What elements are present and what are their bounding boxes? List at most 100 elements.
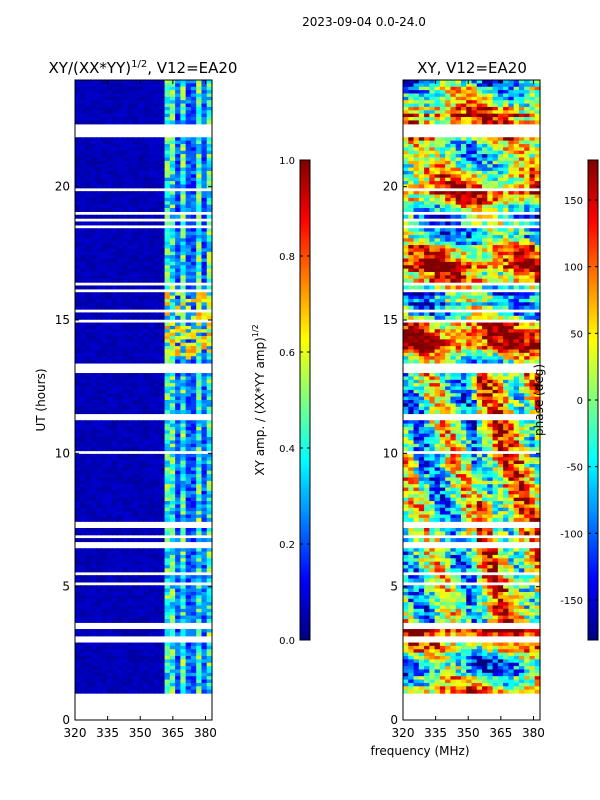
amp-heatmap-cell: [90, 238, 97, 243]
amp-heatmap-cell: [143, 268, 150, 273]
amp-heatmap-cell: [196, 167, 203, 172]
amp-heatmap-cell: [101, 336, 108, 340]
amp-heatmap-cell: [180, 396, 187, 401]
amp-heatmap-cell: [75, 261, 81, 266]
amp-heatmap-cell: [127, 113, 134, 118]
amp-heatmap-cell: [159, 191, 166, 196]
amp-heatmap-cell: [190, 110, 197, 115]
phase-heatmap-cell: [466, 221, 473, 226]
amp-heatmap-cell: [159, 194, 166, 199]
amp-heatmap-cell: [164, 174, 171, 179]
amp-heatmap-cell: [111, 245, 118, 250]
amp-heatmap-cell: [201, 103, 208, 108]
amp-heatmap-cell: [106, 117, 113, 122]
amp-heatmap-cell: [122, 174, 129, 179]
amp-heatmap-cell: [75, 359, 81, 364]
amp-heatmap-cell: [138, 349, 145, 354]
amp-heatmap-cell: [96, 403, 102, 408]
amp-heatmap-cell: [96, 406, 102, 411]
amp-heatmap-cell: [185, 312, 192, 317]
amp-heatmap-cell: [164, 393, 171, 398]
amp-heatmap-cell: [101, 305, 108, 310]
phase-heatmap-cell: [513, 214, 520, 219]
amp-heatmap-cell: [85, 393, 92, 398]
amp-heatmap-cell: [117, 352, 124, 357]
amp-heatmap-cell: [138, 208, 145, 212]
amp-heatmap-cell: [154, 322, 160, 327]
amp-heatmap-cell: [206, 221, 213, 226]
amp-heatmap-cell: [101, 568, 108, 573]
amp-heatmap-cell: [127, 154, 134, 159]
amp-heatmap-cell: [175, 194, 181, 199]
amp-heatmap-cell: [117, 106, 124, 111]
phase-heatmap-cell: [471, 184, 478, 189]
amp-heatmap-cell: [196, 396, 203, 401]
amp-heatmap-cell: [180, 181, 187, 186]
amp-heatmap-cell: [90, 184, 97, 189]
amp-heatmap-cell: [148, 400, 155, 404]
amp-heatmap-cell: [75, 268, 81, 273]
amp-heatmap-cell: [175, 568, 181, 573]
amp-heatmap-cell: [90, 157, 97, 162]
amp-heatmap-cell: [80, 241, 87, 246]
amp-heatmap-cell: [201, 379, 208, 384]
amp-heatmap-cell: [201, 315, 208, 320]
phase-heatmap-cell: [408, 214, 415, 219]
amp-heatmap-cell: [138, 342, 145, 347]
amp-heatmap-cell: [190, 147, 197, 152]
amp-heatmap-cell: [122, 255, 129, 260]
amp-heatmap-cell: [127, 342, 134, 347]
amp-heatmap-cell: [148, 113, 155, 118]
amp-heatmap-cell: [143, 181, 150, 186]
amp-heatmap-cell: [169, 147, 176, 152]
phase-heatmap-cell: [439, 221, 446, 226]
phase-heatmap-cell: [529, 221, 536, 226]
amp-heatmap-cell: [143, 228, 150, 233]
amp-heatmap-cell: [201, 258, 208, 263]
amp-heatmap-cell: [169, 295, 176, 300]
amp-heatmap-cell: [101, 170, 108, 175]
amp-heatmap-cell: [85, 420, 92, 425]
amp-heatmap-cell: [127, 618, 134, 623]
amp-heatmap-cell: [164, 157, 171, 162]
amp-heatmap-cell: [138, 531, 145, 536]
amp-heatmap-cell: [85, 403, 92, 408]
amp-heatmap-cell: [190, 201, 197, 206]
amp-heatmap-cell: [164, 332, 171, 337]
amp-heatmap-cell: [175, 305, 181, 310]
amp-heatmap-cell: [101, 231, 108, 236]
amp-heatmap-cell: [138, 632, 145, 637]
amp-heatmap-cell: [111, 137, 118, 142]
amp-heatmap-cell: [122, 349, 129, 354]
amp-heatmap-cell: [154, 349, 160, 354]
amp-heatmap-cell: [164, 689, 171, 694]
amp-heatmap-cell: [190, 423, 197, 428]
amp-heatmap-cell: [175, 258, 181, 263]
amp-heatmap-cell: [143, 339, 150, 344]
amp-heatmap-cell: [148, 160, 155, 165]
amp-heatmap-cell: [154, 86, 160, 91]
amp-heatmap-cell: [169, 292, 176, 297]
amp-heatmap-cell: [132, 201, 139, 206]
amp-heatmap-cell: [111, 336, 118, 340]
amp-heatmap-cell: [75, 406, 81, 411]
amp-heatmap-cell: [85, 292, 92, 297]
amp-heatmap-cell: [180, 292, 187, 297]
amp-heatmap-cell: [143, 110, 150, 115]
amp-heatmap-cell: [138, 113, 145, 118]
amp-heatmap-cell: [154, 272, 160, 276]
amp-heatmap-cell: [206, 278, 213, 283]
amp-heatmap-cell: [169, 96, 176, 101]
amp-heatmap-cell: [196, 285, 203, 290]
amp-heatmap-cell: [206, 110, 213, 115]
amp-heatmap-cell: [159, 106, 166, 111]
amp-heatmap-cell: [127, 400, 134, 404]
amp-heatmap-cell: [138, 90, 145, 95]
amp-heatmap-cell: [122, 389, 129, 394]
amp-heatmap-cell: [175, 261, 181, 266]
phase-heatmap-cell: [455, 221, 462, 226]
amp-heatmap-cell: [132, 167, 139, 172]
amp-heatmap-cell: [85, 325, 92, 330]
phase-heatmap-cell: [439, 184, 446, 189]
amp-heatmap-cell: [169, 272, 176, 276]
